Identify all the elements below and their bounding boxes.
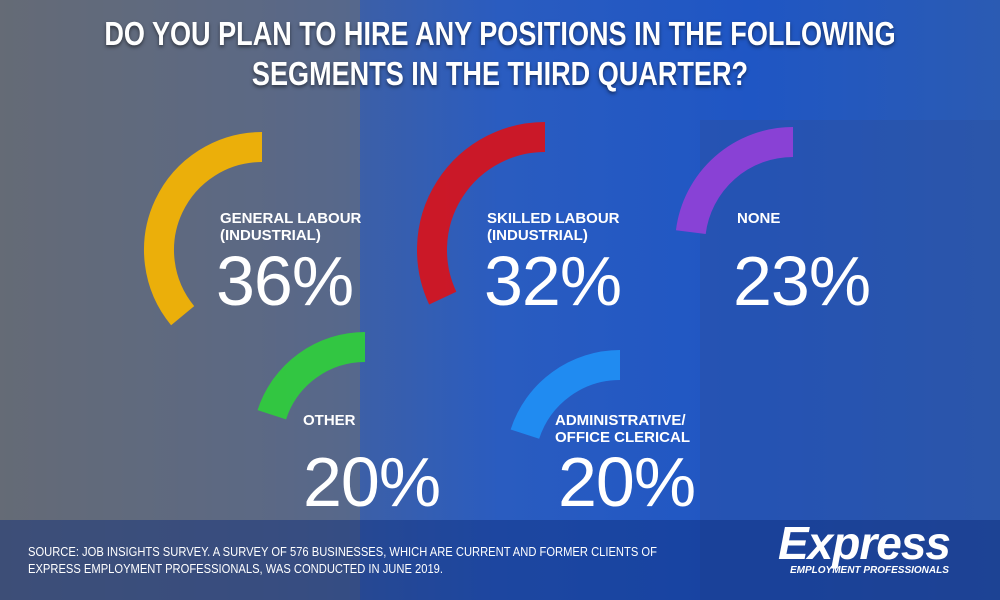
category-label: NONE	[737, 210, 781, 227]
shelves-photo	[700, 120, 1000, 600]
footer-band	[0, 520, 1000, 600]
gauge-arc	[144, 132, 263, 326]
source-note: SOURCE: JOB INSIGHTS SURVEY. A SURVEY OF…	[28, 544, 657, 576]
value-label: 20%	[303, 443, 441, 521]
chart-title: DO YOU PLAN TO HIRE ANY POSITIONS IN THE…	[104, 15, 896, 92]
gauge-arc	[675, 127, 794, 235]
gauge-arc	[510, 350, 621, 440]
category-label: SKILLED LABOUR (INDUSTRIAL)	[487, 210, 620, 244]
logo-tagline: EMPLOYMENT PROFESSIONALS	[790, 565, 949, 576]
category-label: ADMINISTRATIVE/ OFFICE CLERICAL	[555, 412, 690, 446]
gauge-arc	[257, 332, 366, 420]
category-label: OTHER	[303, 412, 356, 429]
value-label: 20%	[558, 443, 696, 521]
value-label: 36%	[216, 242, 354, 320]
value-label: 23%	[733, 242, 871, 320]
category-label: GENERAL LABOUR (INDUSTRIAL)	[220, 210, 362, 244]
value-label: 32%	[484, 242, 622, 320]
gauge-arc	[417, 122, 546, 305]
logo: Express	[778, 517, 951, 569]
